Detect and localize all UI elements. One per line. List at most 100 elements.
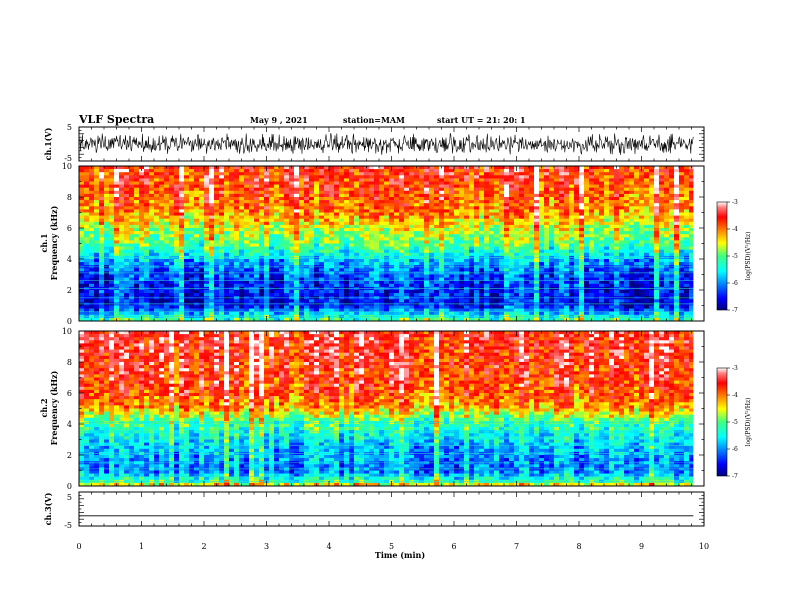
spectrogram-cell xyxy=(219,231,225,235)
spectrogram-cell xyxy=(449,237,455,241)
spectrogram-cell xyxy=(259,243,265,247)
spectrogram-cell xyxy=(254,187,260,192)
spectrogram-cell xyxy=(144,221,150,226)
spectrogram-cell xyxy=(274,237,280,241)
spectrogram-cell xyxy=(444,234,450,238)
spectrogram-cell xyxy=(249,249,255,254)
spectrogram-cell xyxy=(599,259,605,263)
spectrogram-cell xyxy=(199,262,205,266)
spectrogram-cell xyxy=(629,224,635,229)
spectrogram-cell xyxy=(114,237,120,241)
spectrogram-cell xyxy=(594,231,600,235)
spectrogram-cell xyxy=(484,243,490,247)
spectrogram-cell xyxy=(559,181,565,185)
spectrogram-cell xyxy=(544,221,550,226)
spectrogram-cell xyxy=(334,246,340,250)
spectrogram-cell xyxy=(224,231,230,235)
spectrogram-cell xyxy=(179,190,185,195)
spectrogram-cell xyxy=(564,237,570,241)
spectrogram-cell xyxy=(659,252,665,257)
spectrogram-cell xyxy=(414,249,420,254)
spectrogram-cell xyxy=(129,234,135,238)
spectrogram-cell xyxy=(134,206,140,210)
spectrogram-cell xyxy=(214,231,220,235)
spectrogram-cell xyxy=(434,203,440,207)
spectrogram-cell xyxy=(84,277,90,281)
spectrogram-cell xyxy=(399,181,405,185)
spectrogram-cell xyxy=(84,243,90,247)
spectrogram-cell xyxy=(584,277,590,281)
spectrogram-cell xyxy=(569,187,575,192)
spectrogram-cell xyxy=(194,209,200,213)
spectrogram-cell xyxy=(569,252,575,257)
spectrogram-cell xyxy=(439,193,445,198)
spectrogram-cell xyxy=(174,237,180,241)
spectrogram-cell xyxy=(124,178,130,182)
spectrogram-cell xyxy=(379,203,385,207)
spectrogram-cell xyxy=(614,218,620,223)
spectrogram-cell xyxy=(174,190,180,195)
spectrogram-cell xyxy=(99,181,105,185)
spectrogram-cell xyxy=(219,224,225,229)
spectrogram-cell xyxy=(504,212,510,216)
spectrogram-cell xyxy=(549,187,555,192)
spectrogram-cell xyxy=(489,190,495,195)
spectrogram-cell xyxy=(364,274,370,278)
spectrogram-cell xyxy=(554,212,560,216)
spectrogram-cell xyxy=(534,187,540,192)
spectrogram-cell xyxy=(234,215,240,219)
spectrogram-cell xyxy=(439,246,445,250)
spectrogram-cell xyxy=(94,283,100,288)
spectrogram-cell xyxy=(299,243,305,247)
spectrogram-cell xyxy=(559,246,565,250)
spectrogram-cell xyxy=(134,166,140,170)
spectrogram-cell xyxy=(629,228,635,232)
spectrogram-cell xyxy=(264,181,270,185)
spectrogram-cell xyxy=(654,224,660,229)
spectrogram-cell xyxy=(474,178,480,182)
spectrogram-cell xyxy=(469,175,475,179)
spectrogram-cell xyxy=(234,252,240,257)
spectrogram-cell xyxy=(594,237,600,241)
spectrogram-cell xyxy=(504,169,510,173)
spectrogram-cell xyxy=(454,209,460,213)
spectrogram-cell xyxy=(504,209,510,213)
spectrogram-cell xyxy=(229,200,235,204)
spectrogram-cell xyxy=(494,221,500,226)
spectrogram-cell xyxy=(514,228,520,232)
spectrogram-cell xyxy=(139,252,145,257)
spectrogram-cell xyxy=(559,166,565,170)
spectrogram-cell xyxy=(384,274,390,278)
spectrogram-cell xyxy=(414,280,420,285)
spectrogram-cell xyxy=(564,280,570,285)
spectrogram-cell xyxy=(479,246,485,250)
spectrogram-cell xyxy=(579,190,585,195)
spectrogram-cell xyxy=(364,178,370,182)
spectrogram-cell xyxy=(594,246,600,250)
spectrogram-cell xyxy=(689,197,694,201)
spectrogram-cell xyxy=(604,249,610,254)
spectrogram-cell xyxy=(404,231,410,235)
spectrogram-cell xyxy=(404,178,410,182)
spectrogram-cell xyxy=(649,209,655,213)
spectrogram-cell xyxy=(134,246,140,250)
spectrogram-cell xyxy=(124,234,130,238)
spectrogram-cell xyxy=(204,215,210,219)
spectrogram-cell xyxy=(314,268,320,272)
spectrogram-cell xyxy=(239,237,245,241)
spectrogram-cell xyxy=(79,181,85,185)
spectrogram-cell xyxy=(429,268,435,272)
spectrogram-cell xyxy=(429,169,435,173)
spectrogram-cell xyxy=(379,166,385,170)
spectrogram-cell xyxy=(579,262,585,266)
spectrogram-cell xyxy=(344,218,350,223)
spectrogram-cell xyxy=(234,184,240,188)
spectrogram-cell xyxy=(219,200,225,204)
spectrogram-cell xyxy=(134,212,140,216)
spectrogram-cell xyxy=(619,215,625,219)
spectrogram-cell xyxy=(164,175,170,179)
spectrogram-cell xyxy=(339,268,345,272)
spectrogram-cell xyxy=(79,237,85,241)
spectrogram-cell xyxy=(514,268,520,272)
spectrogram-cell xyxy=(329,203,335,207)
